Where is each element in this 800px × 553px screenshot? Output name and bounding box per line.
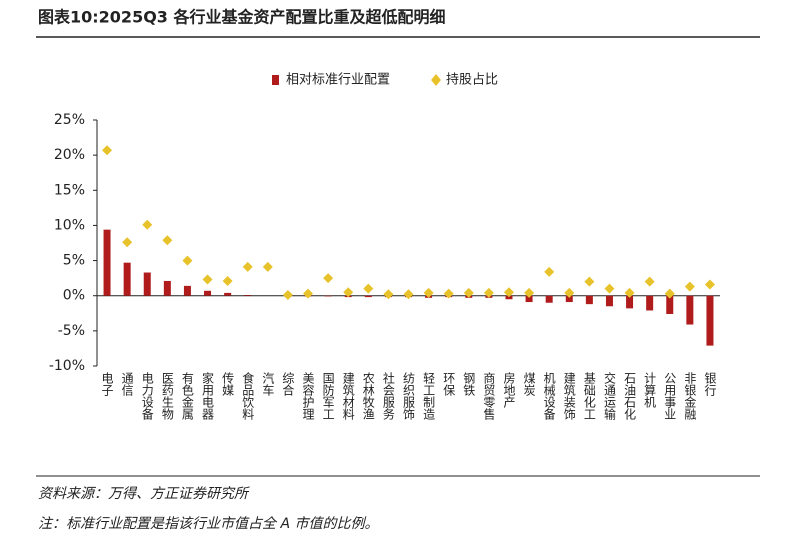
- point: [182, 255, 193, 266]
- x-tick-label: 银行: [703, 372, 717, 396]
- bar: [585, 295, 593, 305]
- point: [503, 287, 514, 298]
- point: [483, 287, 494, 298]
- x-tick-label: 汽车: [261, 371, 275, 397]
- legend-label: 相对标准行业配置: [286, 73, 390, 88]
- y-tick-label: 0%: [63, 288, 85, 304]
- chart-title: 图表10:2025Q3 各行业基金资产配置比重及超低配明细: [38, 8, 446, 27]
- bar: [686, 295, 694, 325]
- x-tick-label: 社会服务: [381, 371, 395, 420]
- bar: [103, 229, 111, 296]
- x-tick-label: 房地产: [502, 371, 516, 409]
- y-tick-label: 5%: [63, 253, 85, 269]
- bar: [666, 295, 674, 314]
- x-tick-label: 建筑材料: [341, 372, 355, 420]
- bar: [123, 262, 131, 296]
- x-tick-label: 钢铁: [462, 372, 476, 396]
- point: [242, 261, 253, 272]
- y-tick-label: 15%: [54, 182, 85, 198]
- bar: [525, 295, 533, 303]
- bar: [163, 280, 171, 296]
- point: [162, 235, 173, 246]
- bar: [224, 292, 232, 296]
- x-tick-label: 公用事业: [663, 372, 677, 420]
- point: [604, 283, 615, 294]
- x-tick-label: 机械设备: [542, 372, 556, 421]
- bar: [183, 285, 191, 296]
- bar: [626, 295, 634, 309]
- point: [323, 273, 334, 284]
- y-tick-label: -10%: [49, 358, 85, 374]
- x-tick-label: 电力设备: [140, 372, 154, 421]
- x-tick-label: 有色金属: [180, 372, 194, 421]
- bar: [244, 295, 252, 296]
- bar: [646, 295, 654, 311]
- note: 注：标准行业配置是指该行业市值占全 A 市值的比例。: [38, 516, 378, 532]
- x-tick-label: 非银金融: [683, 372, 697, 421]
- bar: [565, 295, 573, 303]
- point: [383, 289, 394, 300]
- x-tick-label: 石油石化: [623, 372, 637, 421]
- x-tick-label: 计算机: [643, 372, 657, 408]
- bar: [364, 295, 372, 298]
- point: [524, 287, 535, 298]
- y-tick-label: -5%: [58, 323, 85, 339]
- x-tick-label: 国防军工: [321, 372, 335, 420]
- point: [443, 288, 454, 299]
- x-tick-label: 基础化工: [582, 372, 596, 420]
- point: [403, 289, 414, 300]
- source: 资料来源：万得、方正证券研究所: [38, 486, 250, 502]
- point: [343, 287, 354, 298]
- bar: [605, 295, 613, 307]
- bar: [545, 295, 553, 303]
- point: [122, 237, 133, 248]
- legend-swatch: [431, 74, 441, 86]
- x-tick-label: 综合: [281, 372, 295, 396]
- point: [584, 276, 595, 287]
- point: [303, 288, 314, 299]
- x-tick-label: 交通运输: [602, 371, 616, 421]
- legend-swatch: [272, 75, 279, 85]
- bar: [204, 290, 212, 296]
- bar: [324, 295, 332, 297]
- x-tick-label: 商贸零售: [482, 371, 496, 420]
- point: [664, 288, 675, 299]
- point: [102, 145, 113, 156]
- bar: [143, 272, 151, 296]
- point: [142, 219, 153, 230]
- x-tick-label: 医药生物: [160, 372, 174, 420]
- point: [684, 281, 695, 292]
- x-tick-label: 电子: [100, 372, 114, 396]
- y-tick-label: 20%: [54, 147, 85, 163]
- x-tick-label: 环保: [442, 372, 456, 396]
- x-tick-label: 美容护理: [301, 372, 315, 420]
- x-tick-label: 食品饮料: [241, 371, 255, 420]
- x-tick-label: 煤炭: [522, 372, 536, 397]
- point: [282, 290, 293, 301]
- x-tick-label: 通信: [120, 372, 134, 397]
- bar: [706, 295, 714, 346]
- x-tick-label: 农林牧渔: [361, 372, 375, 420]
- x-tick-label: 纺织服饰: [402, 372, 416, 420]
- x-tick-label: 传媒: [221, 371, 235, 396]
- y-tick-label: 10%: [54, 217, 85, 233]
- x-tick-label: 轻工制造: [422, 372, 436, 420]
- point: [704, 279, 715, 290]
- legend-label: 持股占比: [446, 73, 498, 88]
- point: [544, 266, 555, 277]
- point: [262, 261, 273, 272]
- point: [463, 287, 474, 298]
- x-tick-label: 建筑装饰: [562, 372, 576, 420]
- point: [423, 287, 434, 298]
- point: [222, 275, 233, 286]
- point: [363, 283, 374, 294]
- point: [644, 276, 655, 287]
- x-tick-label: 家用电器: [201, 371, 215, 421]
- point: [564, 287, 575, 298]
- bar: [505, 295, 513, 300]
- point: [202, 274, 213, 285]
- point: [624, 287, 635, 298]
- y-tick-label: 25%: [54, 112, 85, 128]
